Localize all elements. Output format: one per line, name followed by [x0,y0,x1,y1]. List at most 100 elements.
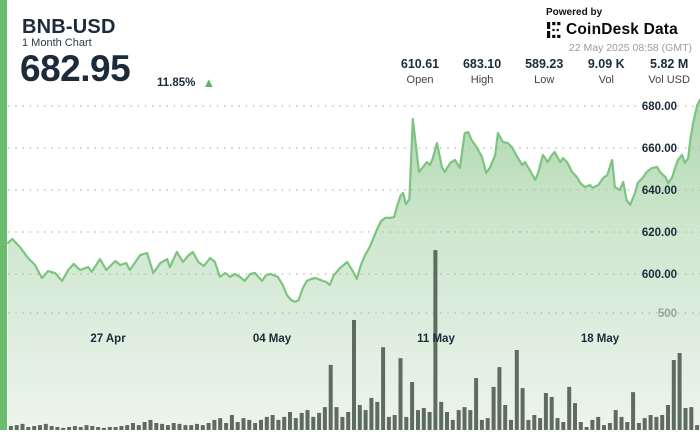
coindesk-data-logo[interactable]: CoinDesk Data [546,21,692,39]
volume-bar [386,416,391,430]
volume-bar [363,410,368,430]
price-line [6,98,700,303]
volume-bar [479,419,484,430]
volume-bar [491,386,496,430]
volume-bar [67,427,72,430]
volume-bar [584,427,589,430]
volume-bar [352,320,356,430]
volume-bar [381,347,386,430]
volume-bar [72,426,77,430]
x-axis-date-label: 04 May [253,333,292,345]
volume-bar [293,418,298,430]
volume-bar [596,416,601,430]
volume-bar [119,426,124,430]
volume-bar [456,410,461,430]
volume-bar [514,350,519,430]
volume-bar [101,427,106,430]
volume-bars [8,250,700,430]
volume-bar [49,426,54,430]
y-axis-volume-label: 500 [658,308,677,320]
volume-bar [241,418,246,430]
volume-bar [107,427,112,430]
volume-bar [26,427,31,430]
volume-bar [555,418,560,430]
volume-bar [20,423,25,430]
volume-bar [468,410,473,430]
volume-bar [206,423,211,430]
volume-bar [357,405,362,430]
y-axis-price-label: 660.00 [642,143,677,155]
volume-bar [485,418,490,430]
volume-bar [328,364,333,430]
volume-bar [142,422,147,430]
volume-bar [305,410,310,430]
volume-bar [683,408,688,430]
volume-bar [113,427,118,430]
volume-bar [410,382,415,430]
volume-bar [671,360,676,430]
volume-bar [32,426,37,430]
volume-bar [276,419,281,430]
volume-bar [165,425,170,430]
volume-bar [450,419,455,430]
volume-bar [549,397,554,430]
volume-bar [660,415,665,430]
volume-bar [648,415,653,430]
volume-bar [288,412,292,430]
volume-bar [561,422,566,430]
volume-bar [282,416,287,430]
volume-bar [96,427,101,430]
volume-bar [84,425,89,430]
volume-bar [346,412,351,430]
volume-bar [43,423,48,430]
coindesk-logo-icon [547,22,561,38]
volume-bar [8,426,13,430]
volume-bar [195,423,199,430]
volume-bar [543,393,548,430]
volume-bar [160,423,165,430]
volume-bar [392,415,397,430]
volume-bar [538,418,543,430]
volume-bar [607,423,612,430]
volume-bar [427,412,432,430]
volume-bar [439,401,444,430]
volume-bar [654,416,659,430]
volume-bar [270,415,275,430]
volume-bar [55,427,60,430]
volume-bar [695,425,700,430]
volume-bar [61,427,66,430]
volume-bar [340,416,345,430]
volume-bar [416,410,420,430]
volume-bar [532,415,537,430]
volume-bar [573,403,577,430]
volume-bar [404,416,409,430]
volume-bar [636,423,641,430]
volume-bar [200,425,205,430]
volume-bar [503,405,508,430]
volume-bar [38,425,42,430]
y-axis-price-label: 640.00 [642,185,677,197]
volume-bar [148,419,153,430]
volume-bar [666,405,670,430]
volume-bar [189,425,194,430]
x-axis-date-label: 18 May [581,333,620,345]
brand-name: CoinDesk Data [566,21,678,38]
volume-bar [421,408,426,430]
volume-bar [259,419,263,430]
volume-bar [433,250,438,430]
volume-bar [642,418,647,430]
volume-bar [235,422,240,430]
left-accent-bar [0,0,7,430]
volume-bar [224,423,229,430]
volume-bar [497,367,502,430]
volume-bar [299,412,304,430]
volume-bar [183,425,188,430]
x-axis-date-label: 11 May [417,333,455,345]
volume-bar [264,416,269,430]
volume-bar [474,378,479,430]
volume-bar [125,425,130,430]
volume-bar [398,358,403,430]
volume-bar [520,388,525,430]
